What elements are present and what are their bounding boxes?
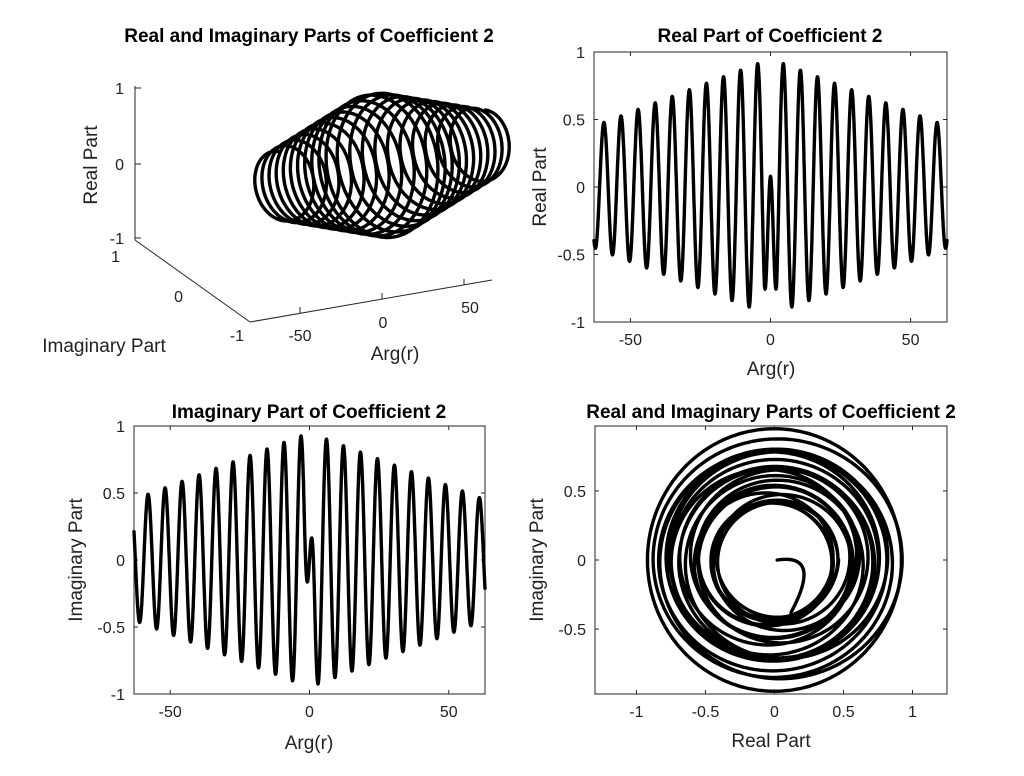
chart-title-complex: Real and Imaginary Parts of Coefficient … [586, 402, 956, 423]
x-tick-label: 0 [770, 704, 779, 721]
x-tick-label: 0 [305, 704, 314, 721]
y-tick-label: -1 [230, 328, 244, 345]
chart-title-3d: Real and Imaginary Parts of Coefficient … [124, 26, 494, 47]
series-inner-arc [775, 557, 806, 615]
y-tick-label: 0 [174, 289, 183, 306]
y-tick-label: -0.5 [557, 248, 585, 265]
x-tick-label: -50 [619, 332, 642, 349]
x-tick-label: -0.5 [692, 704, 720, 721]
z-tick-label: 1 [115, 81, 124, 98]
z-tick-label: -1 [110, 231, 124, 248]
series-real [592, 62, 949, 309]
y-tick-label: 1 [116, 419, 125, 436]
panel-3d-helix: Real and Imaginary Parts of Coefficient … [42, 26, 511, 365]
panel-imaginary-part: Imaginary Part of Coefficient 2 -50 0 50 -1… [66, 402, 487, 754]
x-axis-line [249, 279, 493, 323]
y-tick-label: 0 [577, 553, 586, 570]
series-helix-3d [253, 91, 511, 240]
z-axis-label: Real Part [81, 125, 102, 205]
panel-real-part: Real Part of Coefficient 2 -50 0 50 -1 -0.5 0… [530, 26, 949, 380]
y-tick-label: 0.5 [103, 486, 125, 503]
panel-complex-plane: Real and Imaginary Parts of Coefficient … [527, 402, 956, 752]
x-axis-label: Arg(r) [371, 344, 420, 365]
z-tick-label: 0 [115, 157, 124, 174]
series-line-complex [651, 437, 904, 681]
x-axis-label-imaginary: Arg(r) [285, 733, 334, 754]
chart-title-real: Real Part of Coefficient 2 [658, 26, 883, 47]
x-tick-label: 50 [440, 704, 458, 721]
series-imaginary [132, 434, 487, 686]
series-ring-outer [645, 427, 904, 693]
series-complex [645, 427, 904, 693]
y-tick-label: -0.5 [97, 620, 125, 637]
y-tick-label: -1 [111, 687, 125, 704]
ticks-complex: -1 -0.5 0 0.5 1 -0.5 0 0.5 [558, 426, 947, 721]
ticks-real: -50 0 50 -1 -0.5 0 0.5 1 [557, 45, 947, 349]
x-axis-label-real: Arg(r) [747, 359, 796, 380]
x-tick-label: 0 [766, 332, 775, 349]
y-tick-label: -0.5 [558, 622, 586, 639]
x-axis-label-complex: Real Part [731, 731, 811, 752]
x-tick-label: 0.5 [832, 704, 854, 721]
series-line-helix [253, 91, 511, 240]
x-tick-label: 50 [461, 300, 479, 317]
y-axis-label: Imaginary Part [42, 336, 166, 357]
x-tick-label: -50 [288, 328, 311, 345]
y-tick-label: 0.5 [564, 484, 586, 501]
x-tick-label: 50 [902, 332, 920, 349]
y-axis-line [134, 239, 251, 323]
y-tick-label: 0 [116, 553, 125, 570]
y-tick-label: 0.5 [563, 113, 585, 130]
y-tick-label: 0 [576, 180, 585, 197]
y-tick-label: 1 [111, 249, 120, 266]
x-tick-label: -1 [629, 704, 643, 721]
x-tick-label: 0 [379, 315, 388, 332]
series-line-imaginary [132, 434, 487, 686]
x-tick-label: -50 [159, 704, 182, 721]
y-axis-label-imaginary: Imaginary Part [66, 498, 87, 622]
y-tick-label: -1 [571, 315, 585, 332]
y-axis-label-complex: Imaginary Part [527, 498, 548, 622]
chart-title-imaginary: Imaginary Part of Coefficient 2 [172, 402, 447, 423]
ticks-imaginary: -50 0 50 -1 -0.5 0 0.5 1 [97, 419, 485, 721]
x-tick-label: 1 [908, 704, 917, 721]
y-tick-label: 1 [576, 45, 585, 62]
y-axis-label-real: Real Part [530, 147, 551, 227]
series-line-real [592, 62, 949, 309]
